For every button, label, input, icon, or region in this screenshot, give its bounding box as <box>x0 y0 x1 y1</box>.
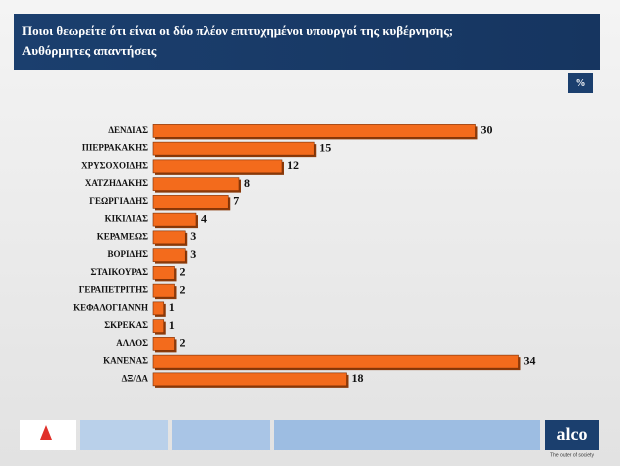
bar <box>152 195 229 209</box>
category-label: ΠΙΕΡΡΑΚΑΚΗΣ <box>82 143 148 153</box>
value-label: 1 <box>169 318 175 332</box>
category-label: ΣΤΑΙΚΟΥΡΑΣ <box>91 267 149 277</box>
chart-subtitle: Αυθόρμητες απαντήσεις <box>22 43 157 58</box>
header-band <box>14 14 600 70</box>
category-label: ΧΑΤΖΗΔΑΚΗΣ <box>85 178 148 188</box>
bar <box>152 124 476 138</box>
value-label: 7 <box>233 194 239 208</box>
value-label: 18 <box>352 371 364 385</box>
bar <box>152 372 347 387</box>
value-label: 4 <box>201 211 207 225</box>
bar <box>152 141 315 156</box>
value-label: 3 <box>190 229 196 243</box>
value-label: 2 <box>180 336 186 350</box>
value-label: 2 <box>180 282 186 296</box>
category-label: ΚΕΦΑΛΟΓΙΑΝΝΗ <box>73 302 148 312</box>
unit-label: % <box>576 78 586 89</box>
category-label: ΔΕΝΔΙΑΣ <box>108 125 148 135</box>
value-label: 3 <box>190 247 196 261</box>
value-label: 34 <box>524 353 536 367</box>
footer-block <box>80 420 168 450</box>
bar <box>152 354 519 369</box>
brand-logo: alco <box>557 424 588 444</box>
category-label: ΓΕΡΑΠΕΤΡΙΤΗΣ <box>79 285 148 295</box>
footer: alco The outer of society <box>20 420 599 458</box>
bar <box>152 283 175 298</box>
bar <box>152 266 175 280</box>
category-label: ΚΙΚΙΛΙΑΣ <box>105 214 148 224</box>
bar <box>152 248 186 262</box>
bar <box>152 337 175 351</box>
value-label: 15 <box>319 140 331 154</box>
value-label: 8 <box>244 176 250 190</box>
category-label: ΚΑΝΕΝΑΣ <box>103 356 148 366</box>
footer-logo-icon <box>40 425 52 440</box>
value-label: 2 <box>180 265 186 279</box>
unit-badge <box>568 73 593 93</box>
bar <box>152 177 240 191</box>
bar <box>152 230 186 245</box>
bar <box>152 319 165 333</box>
brand-tagline: The outer of society <box>550 452 594 458</box>
value-label: 30 <box>481 123 493 137</box>
category-label: ΣΚΡΕΚΑΣ <box>104 320 148 330</box>
bar <box>152 159 283 174</box>
category-label: ΔΞ/ΔΑ <box>122 373 149 383</box>
footer-block <box>274 420 540 450</box>
chart-title: Ποιοι θεωρείτε ότι είναι οι δύο πλέον επ… <box>22 23 453 38</box>
category-label: ΚΕΡΑΜΕΩΣ <box>97 231 148 241</box>
category-label: ΒΟΡΙΔΗΣ <box>107 249 148 259</box>
category-label: ΑΛΛΟΣ <box>116 338 148 348</box>
category-label: ΓΕΩΡΓΙΑΔΗΣ <box>89 196 148 206</box>
brand-box <box>545 420 599 450</box>
category-label: ΧΡΥΣΟΧΟΙΔΗΣ <box>81 160 148 170</box>
value-label: 12 <box>287 158 299 172</box>
bar <box>152 212 197 227</box>
footer-block <box>172 420 270 450</box>
value-label: 1 <box>169 300 175 314</box>
bar <box>152 301 165 316</box>
